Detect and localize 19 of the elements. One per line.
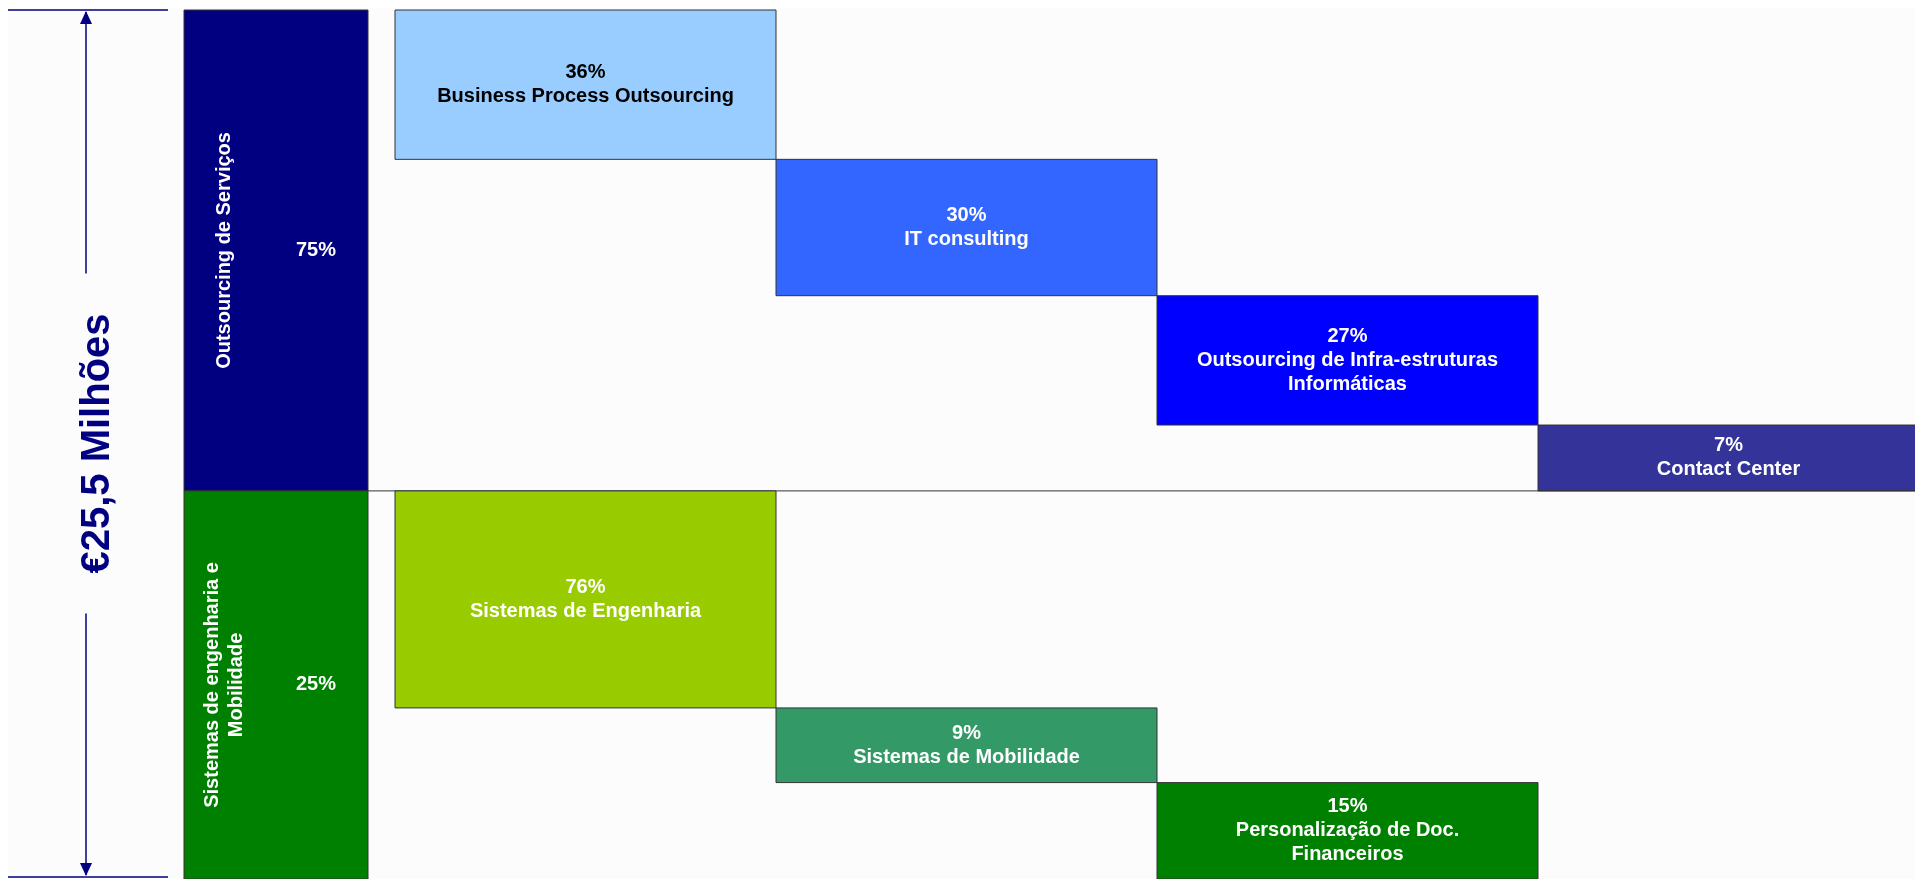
data-label: 76% (565, 574, 606, 597)
data-label: 27% (1327, 323, 1368, 346)
data-label: 9% (952, 720, 982, 743)
text: €25,5 Milhões (73, 313, 118, 574)
data-label: 7% (1714, 433, 1744, 456)
category-label: Sistemas de Mobilidade (853, 744, 1080, 767)
category-label: Outsourcing de Serviços (211, 132, 234, 369)
category-label: Business Process Outsourcing (437, 84, 734, 107)
category-label: Contact Center (1656, 457, 1801, 480)
data-label: 30% (946, 203, 987, 226)
category-label: Personalização de Doc. Financeiros (1235, 818, 1460, 865)
category-label: Sistemas de Engenharia (469, 598, 702, 621)
data-label: 75% (295, 237, 337, 260)
category-label: Outsourcing de Infra-estruturas Informáticas (1196, 347, 1499, 394)
data-label: 15% (1327, 794, 1368, 817)
category-label: IT consulting (904, 227, 1029, 250)
data-label: 25% (295, 672, 337, 695)
category-label: Sistemas de engenharia e Mobilidade (199, 562, 246, 808)
data-label: 36% (565, 60, 606, 83)
